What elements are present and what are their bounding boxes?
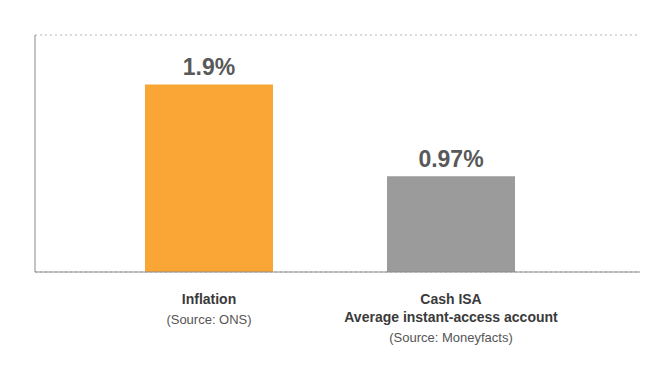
svg-text:Inflation(Source: ONS): Inflation(Source: ONS)	[166, 291, 251, 327]
svg-text:1.9%: 1.9%	[183, 54, 235, 80]
svg-text:0.97%: 0.97%	[418, 146, 483, 172]
svg-text:Cash ISAAverage instant-access: Cash ISAAverage instant-access account(S…	[344, 291, 558, 345]
